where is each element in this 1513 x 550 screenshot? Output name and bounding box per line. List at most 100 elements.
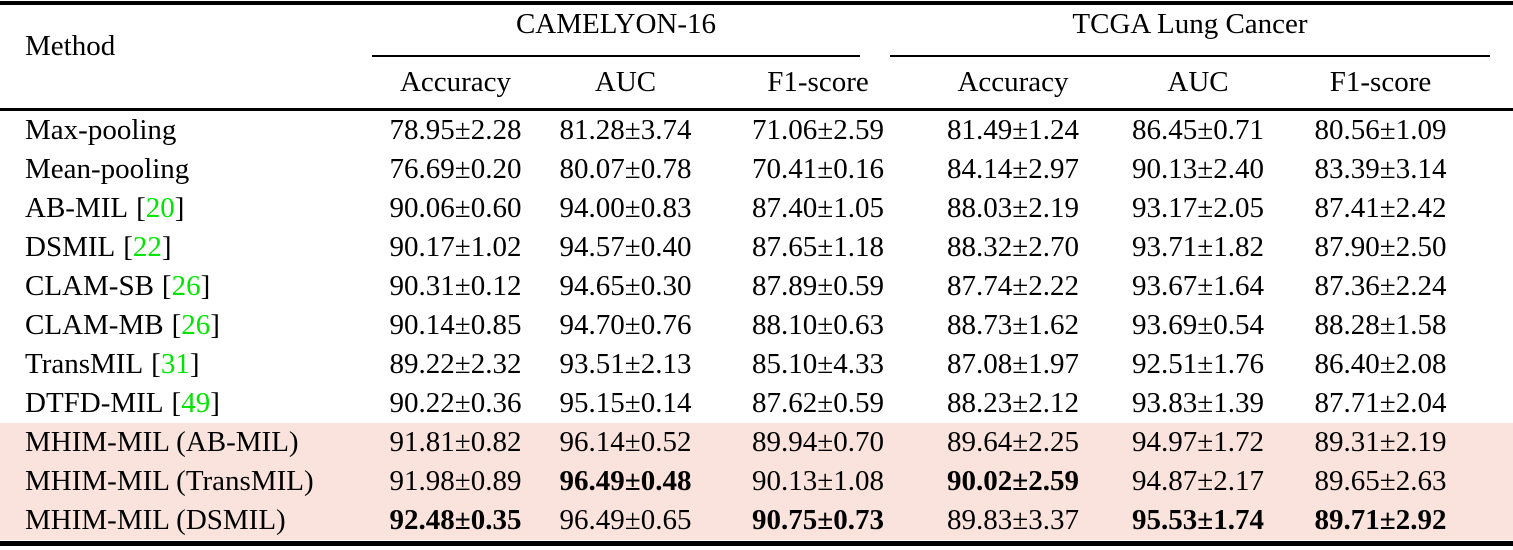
value-cell: 96.49±0.48 <box>559 465 692 497</box>
table-row: Mean-pooling 76.69±0.20 80.07±0.78 70.41… <box>0 150 1513 189</box>
method-cell: CLAM-SB [26] <box>0 270 378 303</box>
citation-link[interactable]: [22] <box>123 231 171 263</box>
value-cell: 95.53±1.74 <box>1132 504 1264 536</box>
citation-close-bracket: ] <box>174 192 185 224</box>
value-cell: 70.41±0.16 <box>752 153 884 185</box>
subheader-c16-accuracy: Accuracy <box>399 65 512 98</box>
method-name: DTFD-MIL <box>25 387 164 419</box>
method-name: MHIM-MIL (DSMIL) <box>25 504 286 536</box>
value-cell: 94.87±2.17 <box>1132 465 1264 497</box>
table-top-rule <box>0 1 1513 5</box>
value-cell: 89.65±2.63 <box>1314 465 1447 497</box>
value-cell: 94.00±0.83 <box>559 192 692 224</box>
table-row: Max-pooling 78.95±2.28 81.28±3.74 71.06±… <box>0 111 1513 150</box>
value-cell: 90.13±2.40 <box>1132 153 1264 185</box>
value-cell: 90.06±0.60 <box>389 192 522 224</box>
value-cell: 78.95±2.28 <box>389 114 522 146</box>
citation-link[interactable]: [31] <box>151 348 199 380</box>
value-cell: 88.28±1.58 <box>1314 309 1447 341</box>
value-cell: 90.22±0.36 <box>389 387 522 419</box>
value-cell: 94.97±1.72 <box>1132 426 1264 458</box>
value-cell: 83.39±3.14 <box>1314 153 1447 185</box>
value-cell: 93.83±1.39 <box>1132 387 1264 419</box>
value-cell: 87.71±2.04 <box>1314 387 1447 419</box>
value-cell: 90.75±0.73 <box>752 504 884 536</box>
method-name: CLAM-MB <box>25 309 164 341</box>
value-cell: 87.62±0.59 <box>752 387 884 419</box>
citation-link[interactable]: [20] <box>136 192 184 224</box>
value-cell: 88.23±2.12 <box>947 387 1079 419</box>
value-cell: 93.67±1.64 <box>1132 270 1264 302</box>
value-cell: 89.94±0.70 <box>752 426 884 458</box>
method-name: Max-pooling <box>25 114 177 146</box>
value-cell: 88.10±0.63 <box>752 309 884 341</box>
citation-open-bracket: [ <box>123 231 133 263</box>
table-row: CLAM-MB [26] 90.14±0.85 94.70±0.76 88.10±… <box>0 306 1513 345</box>
method-cell: CLAM-MB [26] <box>0 309 378 342</box>
table-row: DSMIL [22] 90.17±1.02 94.57±0.40 87.65±1.… <box>0 228 1513 267</box>
method-cell: MHIM-MIL (TransMIL) <box>0 465 378 498</box>
method-cell: DTFD-MIL [49] <box>0 387 378 420</box>
value-cell: 88.73±1.62 <box>947 309 1079 341</box>
citation-number: 26 <box>171 270 201 302</box>
citation-open-bracket: [ <box>151 348 161 380</box>
value-cell: 96.49±0.65 <box>559 504 692 536</box>
citation-open-bracket: [ <box>171 309 182 341</box>
value-cell: 95.15±0.14 <box>559 387 692 419</box>
subheader-row: Accuracy AUC F1-score Accuracy AUC F1-sc… <box>0 60 1513 104</box>
value-cell: 87.74±2.22 <box>947 270 1079 302</box>
value-cell: 91.81±0.82 <box>389 426 522 458</box>
value-cell: 93.17±2.05 <box>1132 192 1264 224</box>
table-bottom-rule <box>0 541 1513 546</box>
value-cell: 89.83±3.37 <box>947 504 1079 536</box>
value-cell: 89.64±2.25 <box>947 426 1079 458</box>
method-name: CLAM-SB <box>25 270 154 302</box>
citation-close-bracket: ] <box>210 309 220 341</box>
citation-close-bracket: ] <box>189 348 200 380</box>
value-cell: 84.14±2.97 <box>947 153 1079 185</box>
citation-link[interactable]: [26] <box>162 270 210 302</box>
citation-close-bracket: ] <box>161 231 172 263</box>
value-cell: 94.65±0.30 <box>559 270 692 302</box>
method-name: AB-MIL <box>25 192 129 224</box>
citation-number: 31 <box>160 348 190 380</box>
method-name: TransMIL <box>25 348 144 380</box>
method-name: DSMIL <box>25 231 116 263</box>
method-cell: AB-MIL [20] <box>0 192 378 225</box>
citation-number: 49 <box>181 387 211 419</box>
value-cell: 86.40±2.08 <box>1314 348 1447 380</box>
value-cell: 93.51±2.13 <box>559 348 692 380</box>
value-cell: 87.36±2.24 <box>1314 270 1447 302</box>
value-cell: 89.31±2.19 <box>1314 426 1447 458</box>
method-cell: MHIM-MIL (AB-MIL) <box>0 426 378 459</box>
table-row: DTFD-MIL [49] 90.22±0.36 95.15±0.14 87.62… <box>0 384 1513 423</box>
citation-link[interactable]: [26] <box>172 309 220 341</box>
header-separator-rule <box>0 108 1513 111</box>
table-body: Max-pooling 78.95±2.28 81.28±3.74 71.06±… <box>0 111 1513 540</box>
table-row: MHIM-MIL (DSMIL) 92.48±0.35 96.49±0.65 9… <box>0 501 1513 540</box>
citation-open-bracket: [ <box>161 270 172 302</box>
citation-number: 22 <box>132 231 162 263</box>
value-cell: 93.71±1.82 <box>1132 231 1264 263</box>
value-cell: 86.45±0.71 <box>1132 114 1264 146</box>
value-cell: 92.51±1.76 <box>1132 348 1264 380</box>
value-cell: 94.57±0.40 <box>559 231 692 263</box>
method-column-header: Method <box>25 30 116 62</box>
method-cell: DSMIL [22] <box>0 231 378 264</box>
value-cell: 87.41±2.42 <box>1314 192 1447 224</box>
subheader-tcga-accuracy: Accuracy <box>957 65 1069 98</box>
group-header-camelyon16: CAMELYON-16 <box>515 8 717 40</box>
citation-link[interactable]: [49] <box>172 387 220 419</box>
table-row: AB-MIL [20] 90.06±0.60 94.00±0.83 87.40±1… <box>0 189 1513 228</box>
table-row: MHIM-MIL (TransMIL) 91.98±0.89 96.49±0.4… <box>0 462 1513 501</box>
group-header-tcga-lung-cancer: TCGA Lung Cancer <box>1072 8 1308 40</box>
value-cell: 88.32±2.70 <box>947 231 1079 263</box>
value-cell: 87.08±1.97 <box>947 348 1079 380</box>
method-cell: Max-pooling <box>0 114 378 147</box>
value-cell: 91.98±0.89 <box>389 465 522 497</box>
method-cell: TransMIL [31] <box>0 348 378 381</box>
table-row: CLAM-SB [26] 90.31±0.12 94.65±0.30 87.89±… <box>0 267 1513 306</box>
method-name: MHIM-MIL (AB-MIL) <box>25 426 299 458</box>
camelyon16-midrule <box>372 55 860 57</box>
